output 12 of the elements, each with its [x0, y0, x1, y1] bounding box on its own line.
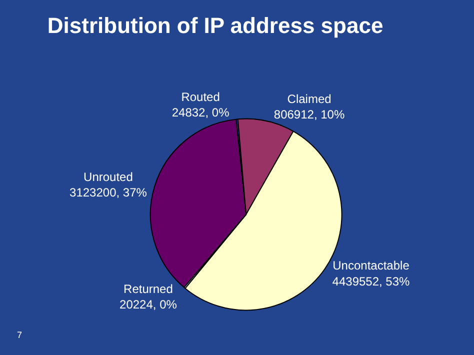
text: 7	[17, 330, 22, 340]
data-label: 4439552, 53%	[332, 274, 410, 288]
slice-label: Unrouted	[84, 170, 133, 184]
slice-label: Returned	[124, 282, 173, 296]
slice-label: Routed	[181, 90, 220, 104]
slice-label: Claimed	[287, 92, 332, 106]
chart-title: Distribution of IP address space	[47, 13, 384, 38]
slice-label: Uncontactable	[332, 258, 410, 273]
data-label: 24832, 0%	[172, 105, 230, 120]
data-label: 806912, 10%	[274, 108, 345, 122]
data-label: 3123200, 37%	[70, 186, 148, 200]
data-label: 20224, 0%	[120, 297, 178, 312]
